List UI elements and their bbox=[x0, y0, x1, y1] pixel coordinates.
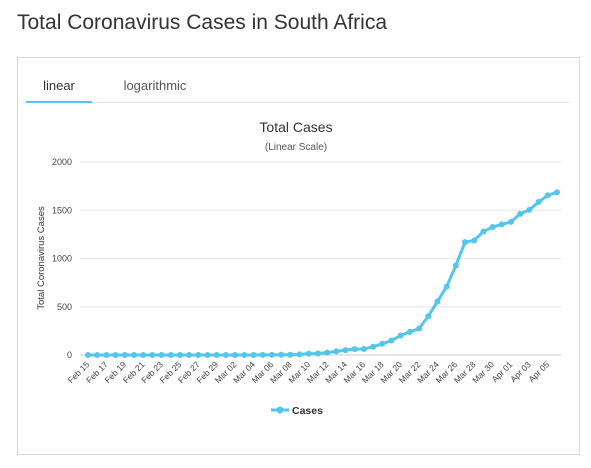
data-point[interactable] bbox=[370, 343, 377, 350]
data-point[interactable] bbox=[130, 352, 137, 358]
data-point[interactable] bbox=[517, 210, 524, 217]
data-point[interactable] bbox=[149, 352, 156, 358]
y-tick-label: 2000 bbox=[52, 157, 72, 167]
x-tick-label: Apr 05 bbox=[526, 359, 551, 384]
data-point[interactable] bbox=[195, 352, 202, 358]
data-point[interactable] bbox=[305, 350, 312, 357]
series-line-cases bbox=[86, 190, 559, 357]
chart-card: linear logarithmic bbox=[17, 57, 580, 455]
data-point[interactable] bbox=[508, 218, 515, 225]
data-point[interactable] bbox=[158, 352, 165, 358]
data-point[interactable] bbox=[112, 352, 119, 358]
data-point[interactable] bbox=[296, 351, 303, 358]
y-tick-label: 1500 bbox=[52, 205, 72, 215]
data-point[interactable] bbox=[268, 351, 275, 358]
data-point[interactable] bbox=[140, 352, 147, 358]
page-title: Total Coronavirus Cases in South Africa bbox=[17, 11, 388, 34]
data-point[interactable] bbox=[360, 346, 367, 353]
data-point[interactable] bbox=[388, 337, 395, 344]
chart-title: Total Cases bbox=[259, 119, 332, 135]
scale-tabs: linear logarithmic bbox=[26, 72, 570, 103]
data-point[interactable] bbox=[526, 206, 533, 213]
data-point[interactable] bbox=[167, 352, 174, 358]
legend-swatch-marker bbox=[276, 406, 284, 414]
y-axis-label: Total Coronavirus Cases bbox=[36, 206, 47, 310]
data-point[interactable] bbox=[535, 199, 542, 206]
data-point[interactable] bbox=[278, 351, 285, 358]
data-point[interactable] bbox=[443, 283, 450, 290]
data-point[interactable] bbox=[544, 192, 551, 199]
data-point[interactable] bbox=[213, 352, 220, 358]
data-point[interactable] bbox=[379, 340, 386, 347]
data-point[interactable] bbox=[324, 349, 331, 356]
data-point[interactable] bbox=[103, 352, 110, 358]
data-point[interactable] bbox=[259, 351, 266, 358]
data-point[interactable] bbox=[314, 350, 321, 357]
data-point[interactable] bbox=[250, 352, 257, 358]
tab-logarithmic[interactable]: logarithmic bbox=[123, 78, 187, 93]
data-point[interactable] bbox=[186, 352, 193, 358]
data-point[interactable] bbox=[498, 221, 505, 228]
data-point[interactable] bbox=[287, 351, 294, 358]
data-point[interactable] bbox=[452, 262, 459, 269]
data-point[interactable] bbox=[333, 348, 340, 355]
y-axis-ticks: 0 500 1000 1500 2000 bbox=[52, 157, 72, 360]
data-point[interactable] bbox=[554, 189, 560, 196]
data-point[interactable] bbox=[241, 352, 248, 358]
data-point[interactable] bbox=[434, 298, 441, 305]
y-tick-label: 500 bbox=[57, 302, 72, 312]
data-point[interactable] bbox=[480, 228, 487, 235]
series-cases bbox=[85, 189, 560, 358]
data-point[interactable] bbox=[204, 352, 211, 358]
data-point[interactable] bbox=[462, 239, 469, 246]
data-point[interactable] bbox=[416, 325, 423, 332]
data-point[interactable] bbox=[471, 237, 478, 244]
legend-label-cases: Cases bbox=[292, 405, 323, 417]
gridlines bbox=[80, 161, 561, 356]
data-point[interactable] bbox=[351, 346, 358, 353]
data-point[interactable] bbox=[397, 332, 404, 339]
tab-linear[interactable]: linear bbox=[26, 72, 92, 103]
data-point[interactable] bbox=[176, 352, 183, 358]
data-point[interactable] bbox=[85, 352, 91, 358]
chart-subtitle: (Linear Scale) bbox=[265, 142, 327, 153]
data-point[interactable] bbox=[342, 347, 349, 354]
y-tick-label: 0 bbox=[67, 350, 72, 360]
data-point[interactable] bbox=[94, 352, 101, 358]
data-point[interactable] bbox=[425, 313, 432, 320]
y-tick-label: 1000 bbox=[52, 254, 72, 264]
data-point[interactable] bbox=[232, 352, 239, 358]
data-point[interactable] bbox=[222, 352, 229, 358]
legend[interactable]: Cases bbox=[271, 405, 323, 417]
data-point[interactable] bbox=[489, 224, 496, 231]
data-point[interactable] bbox=[121, 352, 128, 358]
data-point[interactable] bbox=[406, 328, 413, 335]
